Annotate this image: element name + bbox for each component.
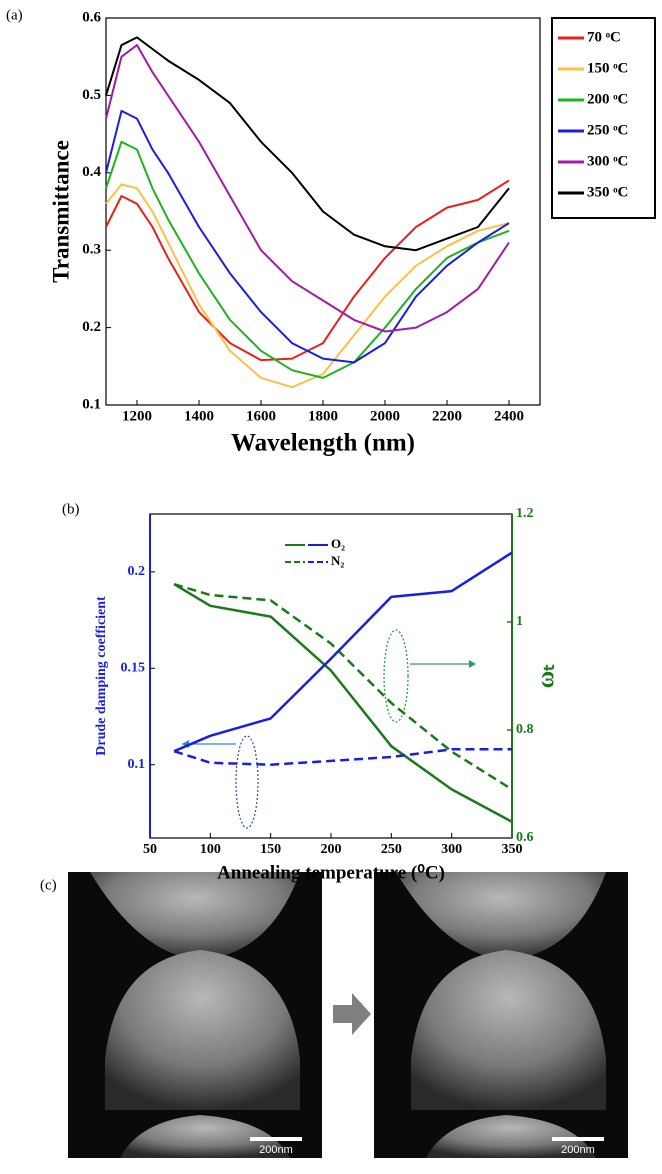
x-tick-label: 1200 bbox=[122, 408, 152, 424]
series-line bbox=[173, 583, 513, 823]
legend-box bbox=[551, 17, 656, 219]
panel-label: (c) bbox=[40, 877, 57, 893]
x-tick-label: 200 bbox=[321, 842, 342, 857]
series-line bbox=[105, 179, 510, 362]
scale-bar-label: 200nm bbox=[561, 1144, 595, 1156]
y-tick-label: 0.4 bbox=[82, 164, 101, 180]
series-line bbox=[105, 109, 510, 364]
y2-tick-label: 0.8 bbox=[516, 722, 534, 737]
series-line bbox=[105, 140, 510, 379]
y-tick-label: 0.2 bbox=[82, 319, 101, 335]
legend-label: 250 ᵒC bbox=[587, 122, 628, 138]
y-axis-label: Transmittance bbox=[48, 140, 73, 283]
legend-label: 70 ᵒC bbox=[587, 29, 621, 45]
x-tick-label: 2000 bbox=[370, 408, 400, 424]
arrow bbox=[333, 993, 371, 1035]
x-tick-label: 100 bbox=[200, 842, 221, 857]
x-tick-label: 1600 bbox=[246, 408, 276, 424]
legend-label: N₂ bbox=[331, 553, 344, 568]
y-tick-label: 0.3 bbox=[82, 242, 101, 258]
y-tick-label: 0.2 bbox=[128, 564, 146, 579]
x-tick-label: 1400 bbox=[184, 408, 214, 424]
series-line bbox=[173, 583, 513, 791]
x-tick-label: 2400 bbox=[494, 408, 524, 424]
sem-image-after: 200nm bbox=[374, 872, 628, 1158]
panel-label: (a) bbox=[6, 7, 23, 23]
legend-label: 300 ᵒC bbox=[587, 153, 628, 169]
x-axis-label: Annealing temperature (⁰C) bbox=[217, 862, 445, 883]
legend-label: 350 ᵒC bbox=[587, 184, 628, 200]
y2-tick-label: 1.2 bbox=[516, 506, 534, 521]
y-axis-label: Drude damping coefficient bbox=[94, 596, 109, 756]
panel-label: (b) bbox=[62, 501, 80, 517]
x-tick-label: 350 bbox=[502, 842, 523, 857]
legend-label: 150 ᵒC bbox=[587, 60, 628, 76]
y-tick-label: 0.5 bbox=[82, 87, 101, 103]
x-tick-label: 250 bbox=[381, 842, 402, 857]
y-tick-label: 0.1 bbox=[128, 757, 146, 772]
y2-axis-label: ωₜ bbox=[534, 664, 560, 689]
y2-tick-label: 0.6 bbox=[516, 830, 534, 845]
legend-label: O₂ bbox=[331, 536, 345, 551]
series-line bbox=[105, 36, 510, 252]
x-tick-label: 2200 bbox=[432, 408, 462, 424]
legend-label: 200 ᵒC bbox=[587, 91, 628, 107]
y-tick-label: 0.1 bbox=[82, 396, 101, 412]
x-tick-label: 50 bbox=[143, 842, 157, 857]
series-line bbox=[173, 551, 513, 753]
x-tick-label: 150 bbox=[260, 842, 281, 857]
x-tick-label: 300 bbox=[441, 842, 462, 857]
y-tick-label: 0.6 bbox=[82, 9, 101, 25]
scale-bar-label: 200nm bbox=[259, 1144, 293, 1156]
x-tick-label: 1800 bbox=[308, 408, 338, 424]
sem-image-before: 200nm bbox=[68, 872, 322, 1158]
y2-tick-label: 1 bbox=[516, 614, 523, 629]
series-line bbox=[105, 44, 510, 333]
x-axis-label: Wavelength (nm) bbox=[231, 430, 415, 457]
series-line bbox=[173, 748, 512, 766]
series-line bbox=[105, 183, 510, 389]
y-tick-label: 0.15 bbox=[121, 661, 146, 676]
